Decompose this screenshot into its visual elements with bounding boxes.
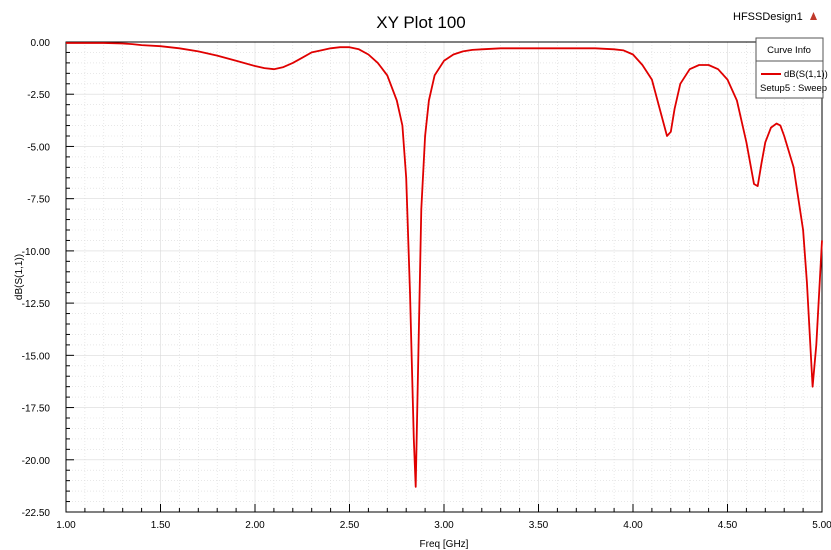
y-tick-label: -15.00 [22,351,51,362]
series-line [66,42,823,488]
y-tick-label: -10.00 [22,247,51,258]
y-axis-label: dB(S(1,1)) [14,254,25,300]
y-tick-label: -2.50 [27,90,50,101]
ansoft-logo-icon [810,12,817,20]
y-tick-label: 0.00 [31,38,51,49]
x-tick-label: 3.00 [434,520,454,531]
y-tick-label: -20.00 [22,456,51,467]
legend-box [755,37,824,99]
legend-entry-sub: Setup5 : Sweep [760,83,827,94]
design-name: HFSSDesign1 [733,11,803,23]
x-tick-label: 2.00 [245,520,265,531]
y-tick-labels: 0.00 -2.50 -5.00 -7.50 -10.00 -12.50 -15.00 -17… [22,38,51,519]
x-tick-label: 1.00 [56,520,76,531]
x-axis-label: Freq [GHz] [420,539,469,550]
x-tick-labels: 1.00 1.50 2.00 2.50 3.00 3.50 4.00 4.50 5.00 [56,520,831,531]
chart-title: XY Plot 100 [376,13,465,32]
y-tick-label: -7.50 [27,195,50,206]
legend-header: Curve Info [767,45,811,56]
x-tick-label: 4.50 [718,520,738,531]
y-tick-label: -17.50 [22,404,51,415]
legend: Curve Info dB(S(1,1)) Setup5 : Sweep [755,37,828,99]
x-tick-label: 3.50 [529,520,549,531]
y-tick-label: -5.00 [27,142,50,153]
y-tick-label: -12.50 [22,299,51,310]
axis-ticks [65,41,823,513]
x-tick-label: 5.00 [812,520,831,531]
x-tick-label: 2.50 [340,520,360,531]
x-tick-label: 4.00 [623,520,643,531]
legend-entry-name: dB(S(1,1)) [784,69,828,80]
grid [66,42,822,512]
x-tick-label: 1.50 [151,520,171,531]
y-tick-label: -22.50 [22,508,51,519]
curves [66,42,823,488]
